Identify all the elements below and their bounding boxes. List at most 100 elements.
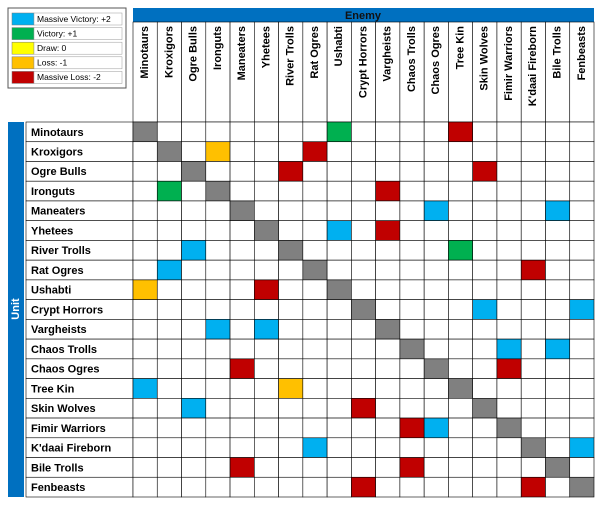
heat-cell [351, 476, 376, 498]
empty-cell [569, 457, 595, 478]
empty-cell [472, 476, 498, 498]
empty-cell [569, 279, 595, 300]
y-tick-label: Crypt Horrors [31, 304, 103, 316]
legend-label-box [33, 71, 123, 84]
empty-cell [132, 220, 158, 241]
empty-cell [472, 259, 498, 281]
heat-cell [496, 338, 522, 360]
empty-cell [399, 437, 425, 458]
empty-cell [132, 259, 158, 281]
empty-cell [229, 378, 255, 399]
empty-cell [205, 259, 231, 281]
empty-cell [229, 398, 255, 419]
empty-cell [448, 200, 473, 221]
diagonal-cell [205, 180, 231, 202]
heat-cell [448, 121, 473, 143]
x-tick-label: Kroxigors [163, 26, 175, 78]
empty-cell [254, 121, 279, 143]
empty-cell [205, 378, 231, 399]
empty-cell [520, 417, 546, 439]
empty-cell [132, 200, 158, 221]
heat-cell [278, 161, 304, 182]
empty-cell [472, 180, 498, 202]
empty-cell [375, 338, 401, 360]
diagonal-cell [229, 200, 255, 221]
empty-cell [545, 279, 571, 300]
empty-cell [278, 121, 304, 143]
empty-cell [181, 279, 207, 300]
empty-cell [496, 437, 522, 458]
heat-cell [229, 457, 255, 478]
empty-cell [472, 319, 498, 340]
empty-cell [302, 299, 328, 320]
empty-cell [545, 358, 571, 379]
empty-cell [326, 457, 352, 478]
empty-cell [375, 398, 401, 419]
empty-cell [326, 338, 352, 360]
empty-cell [181, 378, 207, 399]
empty-cell [496, 279, 522, 300]
empty-cell [181, 259, 207, 281]
empty-cell [254, 299, 279, 320]
heat-cell [278, 378, 304, 399]
empty-cell [156, 378, 182, 399]
empty-cell [448, 358, 473, 379]
empty-cell [351, 240, 376, 261]
y-tick-label: Fenbeasts [31, 482, 85, 494]
empty-cell [181, 220, 207, 241]
empty-cell [132, 161, 158, 182]
empty-cell [156, 279, 182, 300]
empty-cell [326, 240, 352, 261]
empty-cell [254, 398, 279, 419]
empty-cell [375, 141, 401, 162]
y-tick-label: Ushabti [31, 285, 71, 297]
empty-cell [278, 279, 304, 300]
empty-cell [156, 200, 182, 221]
x-tick-label: Skin Wolves [479, 26, 491, 91]
empty-cell [375, 437, 401, 458]
empty-cell [448, 417, 473, 439]
empty-cell [205, 200, 231, 221]
legend-label: Massive Victory: +2 [37, 14, 111, 24]
heat-cell [181, 398, 207, 419]
empty-cell [156, 299, 182, 320]
heat-cell [132, 378, 158, 399]
empty-cell [278, 299, 304, 320]
empty-cell [229, 279, 255, 300]
empty-cell [254, 358, 279, 379]
empty-cell [399, 398, 425, 419]
empty-cell [375, 121, 401, 143]
diagonal-cell [254, 220, 279, 241]
empty-cell [254, 240, 279, 261]
empty-cell [351, 180, 376, 202]
empty-cell [205, 338, 231, 360]
empty-cell [181, 358, 207, 379]
empty-cell [132, 398, 158, 419]
empty-cell [326, 358, 352, 379]
empty-cell [181, 319, 207, 340]
legend-swatch [11, 27, 35, 40]
empty-cell [326, 476, 352, 498]
empty-cell [375, 200, 401, 221]
legend-label: Victory: +1 [37, 28, 78, 38]
empty-cell [496, 220, 522, 241]
diagonal-cell [569, 476, 595, 498]
empty-cell [423, 180, 449, 202]
empty-cell [351, 200, 376, 221]
empty-cell [278, 338, 304, 360]
y-tick-label: Vargheists [31, 324, 87, 336]
heat-cell [181, 240, 207, 261]
empty-cell [132, 457, 158, 478]
empty-cell [156, 161, 182, 182]
y-tick-label: Tree Kin [31, 383, 75, 395]
heat-cell [302, 437, 328, 458]
empty-cell [351, 457, 376, 478]
y-tick-label: Bile Trolls [31, 462, 84, 474]
empty-cell [423, 240, 449, 261]
empty-cell [423, 220, 449, 241]
empty-cell [254, 259, 279, 281]
empty-cell [520, 299, 546, 320]
empty-cell [351, 378, 376, 399]
empty-cell [375, 457, 401, 478]
